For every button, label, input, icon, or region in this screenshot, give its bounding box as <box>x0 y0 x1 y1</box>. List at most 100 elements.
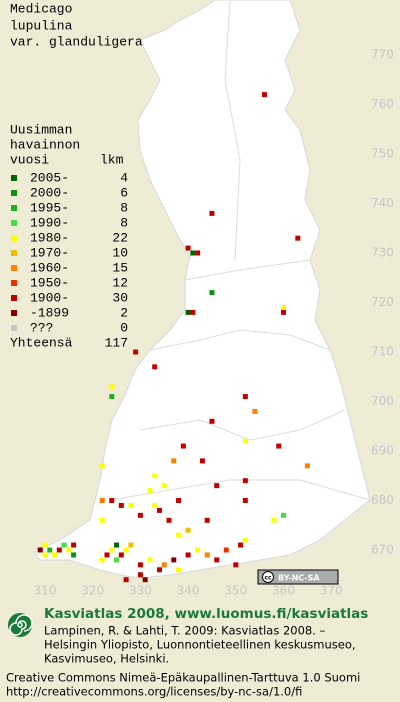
observation-square <box>142 577 148 583</box>
cc-circle <box>262 571 274 583</box>
legend-swatch <box>11 265 17 271</box>
observation-square <box>152 502 158 508</box>
legend-header: Uusimman <box>10 122 72 137</box>
legend-count: 2 <box>120 305 128 320</box>
legend-count: 8 <box>120 200 128 215</box>
border <box>224 0 241 261</box>
legend-swatch <box>11 310 17 316</box>
y-tick-label: 740 <box>371 196 394 210</box>
observation-square <box>171 458 177 464</box>
legend-label: 2000- <box>30 185 69 200</box>
observation-square <box>128 502 134 508</box>
observation-square <box>99 557 105 563</box>
legend-swatch <box>11 250 17 256</box>
observation-square <box>252 408 258 414</box>
title-line: var. glanduligera <box>10 34 143 49</box>
observation-square <box>195 250 201 256</box>
legend-year-heading: vuosi <box>10 152 49 167</box>
observation-square <box>176 498 182 503</box>
observation-square <box>47 547 53 553</box>
observation-square <box>99 517 105 523</box>
border <box>149 329 331 351</box>
observation-square <box>281 512 286 518</box>
region-borders <box>109 0 371 501</box>
observation-square <box>109 498 115 503</box>
border <box>109 479 371 501</box>
observation-square <box>156 507 162 513</box>
observation-square <box>109 394 115 400</box>
observation-square <box>166 517 172 523</box>
observation-square <box>295 235 301 241</box>
x-tick-label: 310 <box>34 584 57 598</box>
total-count: 117 <box>105 335 128 350</box>
y-tick-label: 690 <box>371 444 394 458</box>
observation-square <box>152 364 158 370</box>
citation-line: Helsingin Yliopisto, Luonnontieteellinen… <box>44 638 356 652</box>
legend-count: 30 <box>112 290 128 305</box>
observation-square <box>176 567 182 573</box>
observation-square <box>56 547 62 553</box>
observation-square <box>190 250 196 256</box>
observation-square <box>209 418 215 424</box>
x-tick-label: 330 <box>129 584 152 598</box>
observation-square <box>276 443 282 449</box>
observation-square <box>180 443 186 449</box>
legend-label: 1900- <box>30 290 69 305</box>
legend-count: 6 <box>120 185 128 200</box>
legend-count: 0 <box>120 320 128 335</box>
legend-label: 1960- <box>30 260 69 275</box>
legend-swatch <box>11 280 17 286</box>
y-tick-label: 720 <box>371 295 394 309</box>
logo-title: Kasviatlas 2008, www.luomus.fi/kasviatla… <box>44 606 368 622</box>
legend-label: 1970- <box>30 245 69 260</box>
observation-square <box>281 309 286 315</box>
observation-square <box>238 542 244 548</box>
y-tick-label: 710 <box>371 345 394 359</box>
logo-spiral <box>9 614 33 636</box>
license-badge: cc BY-NC-SA <box>257 569 339 585</box>
observation-square <box>114 557 120 563</box>
observation-square <box>242 498 248 503</box>
observation-square <box>233 562 239 568</box>
observation-square <box>152 473 158 479</box>
observation-square <box>161 483 167 489</box>
observation-square <box>204 517 210 523</box>
observation-square <box>137 512 143 518</box>
border <box>139 409 346 441</box>
legend-swatch <box>11 295 17 301</box>
legend-label: -1899 <box>30 305 69 320</box>
observation-square <box>242 478 248 484</box>
legend: 2005- 4 2000- 6 1995- 8 1990- 8 1980- 22 1970- 10 19… <box>10 170 128 350</box>
legend-swatch <box>11 190 17 196</box>
observation-square <box>214 557 220 563</box>
observation-square <box>123 577 129 583</box>
legend-label: 1950- <box>30 275 69 290</box>
legend-count: 10 <box>112 245 128 260</box>
observation-square <box>214 483 220 489</box>
legend-swatch <box>11 325 17 331</box>
legend-label: 1995- <box>30 200 69 215</box>
y-tick-label: 750 <box>371 147 394 161</box>
legend-swatch <box>11 220 17 226</box>
legend-swatch <box>11 205 17 211</box>
y-tick-label: 770 <box>371 48 394 62</box>
observation-squares <box>37 92 310 583</box>
observation-square <box>42 542 48 548</box>
cc-icon: cc <box>264 575 272 582</box>
license-line: http://creativecommons.org/licenses/by-n… <box>6 685 302 699</box>
observation-square <box>190 309 196 315</box>
observation-square <box>71 542 77 548</box>
citation-line: Kasvimuseo, Helsinki. <box>44 652 169 666</box>
observation-square <box>42 552 48 558</box>
total-label: Yhteensä <box>10 335 73 350</box>
badge-box <box>257 569 339 585</box>
y-tick-label: 680 <box>371 493 394 507</box>
finland-outline <box>34 0 371 579</box>
observation-square <box>242 438 248 444</box>
observation-square <box>281 304 286 310</box>
observation-square <box>161 562 167 568</box>
observation-square <box>176 532 182 538</box>
observation-square <box>195 547 201 553</box>
